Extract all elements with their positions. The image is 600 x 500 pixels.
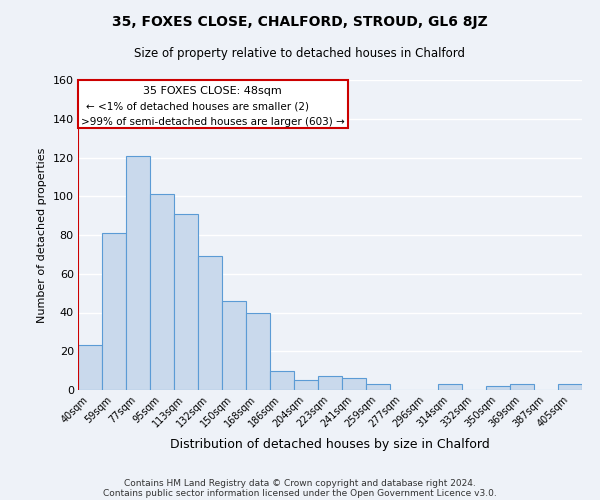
- Bar: [342, 378, 366, 390]
- Bar: [246, 312, 270, 390]
- Bar: [222, 301, 246, 390]
- Bar: [198, 256, 222, 390]
- Bar: [366, 384, 390, 390]
- Text: Contains public sector information licensed under the Open Government Licence v3: Contains public sector information licen…: [103, 488, 497, 498]
- Bar: [102, 233, 126, 390]
- Bar: [126, 156, 150, 390]
- Bar: [510, 384, 534, 390]
- X-axis label: Distribution of detached houses by size in Chalford: Distribution of detached houses by size …: [170, 438, 490, 450]
- Text: 35 FOXES CLOSE: 48sqm: 35 FOXES CLOSE: 48sqm: [143, 86, 282, 96]
- Bar: [270, 370, 294, 390]
- Text: ← <1% of detached houses are smaller (2): ← <1% of detached houses are smaller (2): [86, 101, 308, 111]
- Text: 35, FOXES CLOSE, CHALFORD, STROUD, GL6 8JZ: 35, FOXES CLOSE, CHALFORD, STROUD, GL6 8…: [112, 15, 488, 29]
- Bar: [78, 346, 102, 390]
- Text: Contains HM Land Registry data © Crown copyright and database right 2024.: Contains HM Land Registry data © Crown c…: [124, 478, 476, 488]
- Bar: [294, 380, 318, 390]
- Bar: [318, 376, 342, 390]
- Bar: [558, 384, 582, 390]
- Y-axis label: Number of detached properties: Number of detached properties: [37, 148, 47, 322]
- Bar: [150, 194, 174, 390]
- Bar: [438, 384, 462, 390]
- Text: Size of property relative to detached houses in Chalford: Size of property relative to detached ho…: [134, 48, 466, 60]
- Bar: [174, 214, 198, 390]
- Text: >99% of semi-detached houses are larger (603) →: >99% of semi-detached houses are larger …: [80, 116, 344, 126]
- FancyBboxPatch shape: [78, 80, 347, 128]
- Bar: [486, 386, 510, 390]
